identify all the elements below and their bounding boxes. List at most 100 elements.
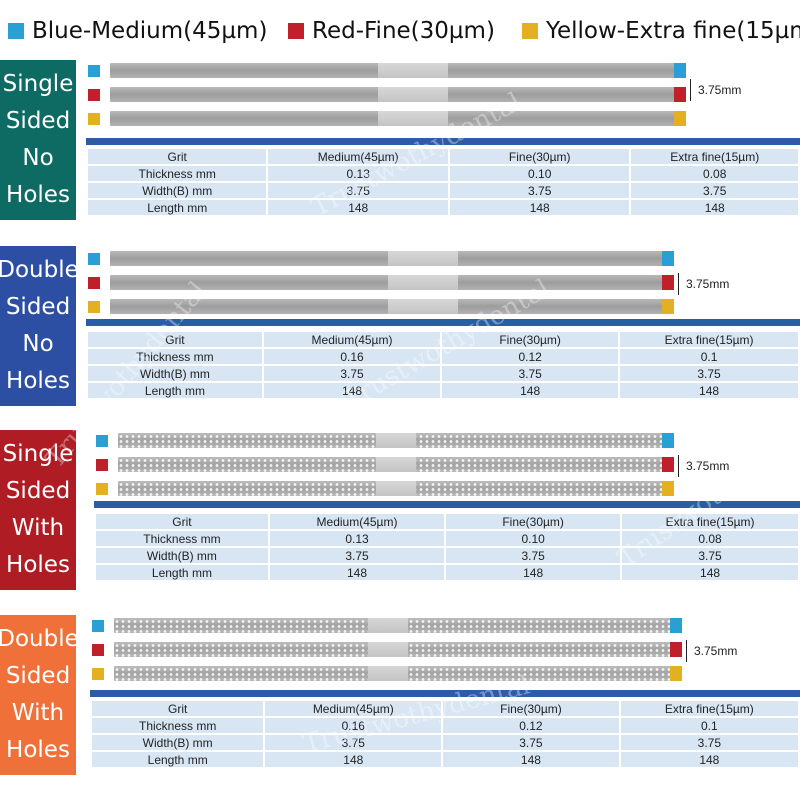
section-label-word: No bbox=[22, 331, 54, 357]
legend-label: Blue-Medium(45µm) bbox=[32, 18, 268, 44]
table-cell: 0.1 bbox=[620, 718, 798, 733]
table-cell: 148 bbox=[620, 383, 798, 398]
table-row: Length mm 148 148 148 bbox=[92, 752, 798, 767]
strip-row bbox=[92, 666, 712, 683]
table-header-cell: Grit bbox=[88, 149, 267, 164]
width-dimension: 3.75mm bbox=[686, 640, 737, 662]
color-legend: Blue-Medium(45µm) Red-Fine(30µm) Yellow-… bbox=[0, 0, 800, 60]
strip-color-tip bbox=[674, 63, 686, 78]
section-label-word: Holes bbox=[6, 368, 70, 394]
strip-row bbox=[88, 111, 716, 128]
strip-row bbox=[96, 481, 704, 498]
section-label-word: Double bbox=[0, 626, 79, 652]
section-label-word: With bbox=[11, 700, 65, 726]
table-cell: 0.12 bbox=[443, 718, 619, 733]
table-header-cell: Grit bbox=[88, 332, 262, 347]
table-cell: 3.75 bbox=[269, 548, 445, 563]
table-cell: 148 bbox=[442, 383, 619, 398]
table-cell: 148 bbox=[446, 565, 621, 580]
red-swatch bbox=[288, 23, 304, 39]
dimension-bracket bbox=[686, 640, 687, 662]
section-label-word: Single bbox=[2, 71, 74, 97]
strip-color-tip bbox=[662, 275, 674, 290]
strip-center-gap bbox=[378, 87, 448, 102]
table-cell: 148 bbox=[263, 383, 441, 398]
section-1: Double Sided No Holes 3.75mm Grit Medium(45µm)… bbox=[0, 246, 800, 406]
section-0: Single Sided No Holes 3.75mm Grit Medium(45µm)… bbox=[0, 60, 800, 220]
strip-row bbox=[96, 457, 704, 474]
strip-color-tip bbox=[670, 642, 682, 657]
dimension-label: 3.75mm bbox=[698, 83, 742, 97]
table-row: Width(B) mm 3.75 3.75 3.75 bbox=[88, 366, 798, 381]
spec-table: Grit Medium(45µm) Fine(30µm) Extra fine(15µ… bbox=[86, 147, 800, 217]
table-cell: 0.16 bbox=[263, 349, 441, 364]
strip-color-tip bbox=[662, 481, 674, 496]
section-label-word: Sided bbox=[5, 663, 71, 689]
strip-center-gap bbox=[378, 63, 448, 78]
strip-center-gap bbox=[368, 666, 408, 681]
table-header-cell: Extra fine(15µm) bbox=[631, 149, 798, 164]
strip-center-gap bbox=[376, 433, 416, 448]
table-row: Length mm 148 148 148 bbox=[88, 383, 798, 398]
legend-item-blue: Blue-Medium(45µm) bbox=[8, 18, 267, 44]
table-row: Width(B) mm 3.75 3.75 3.75 bbox=[96, 548, 798, 563]
row-label-cell: Thickness mm bbox=[96, 531, 268, 546]
table-cell: 0.08 bbox=[631, 166, 798, 181]
table-cell: 148 bbox=[265, 752, 442, 767]
row-label-cell: Length mm bbox=[88, 383, 262, 398]
strip-center-gap bbox=[368, 618, 408, 633]
strip-center-gap bbox=[388, 299, 458, 314]
strip-center-gap bbox=[388, 251, 458, 266]
table-row: Thickness mm 0.13 0.10 0.08 bbox=[88, 166, 798, 181]
strip-row bbox=[92, 618, 712, 635]
strip-color-tip bbox=[670, 666, 682, 681]
color-marker bbox=[88, 277, 100, 289]
strip-row bbox=[88, 87, 716, 104]
strip-center-gap bbox=[368, 642, 408, 657]
color-marker bbox=[88, 89, 100, 101]
section-label-word: Sided bbox=[5, 108, 71, 134]
section-label: Double Sided With Holes bbox=[0, 615, 79, 775]
table-cell: 148 bbox=[443, 752, 619, 767]
table-header-cell: Fine(30µm) bbox=[446, 514, 621, 529]
strip-row bbox=[88, 299, 704, 316]
width-dimension: 3.75mm bbox=[678, 273, 729, 295]
table-row: Length mm 148 148 148 bbox=[88, 200, 798, 215]
section-label-word: Single bbox=[2, 441, 74, 467]
section-divider-band bbox=[90, 690, 800, 697]
section-divider-band bbox=[86, 138, 800, 145]
table-cell: 0.10 bbox=[449, 166, 630, 181]
table-header-row: Grit Medium(45µm) Fine(30µm) Extra fine(15µ… bbox=[92, 701, 798, 716]
color-marker bbox=[88, 253, 100, 265]
strip-center-gap bbox=[378, 111, 448, 126]
row-label-cell: Length mm bbox=[88, 200, 267, 215]
strip-color-tip bbox=[674, 111, 686, 126]
section-label-word: With bbox=[11, 515, 65, 541]
strip-color-tip bbox=[662, 457, 674, 472]
section-label-word: Sided bbox=[5, 478, 71, 504]
width-dimension: 3.75mm bbox=[678, 455, 729, 477]
table-cell: 0.08 bbox=[622, 531, 798, 546]
section-label-word: Double bbox=[0, 257, 79, 283]
section-divider-band bbox=[94, 501, 800, 508]
table-cell: 3.75 bbox=[443, 735, 619, 750]
table-header-cell: Grit bbox=[96, 514, 268, 529]
blue-swatch bbox=[8, 23, 24, 39]
strip-color-tip bbox=[662, 299, 674, 314]
color-marker bbox=[88, 113, 100, 125]
table-header-cell: Grit bbox=[92, 701, 264, 716]
spec-table: Grit Medium(45µm) Fine(30µm) Extra fine(15µ… bbox=[94, 512, 800, 582]
row-label-cell: Width(B) mm bbox=[88, 366, 262, 381]
section-label-word: Holes bbox=[6, 737, 70, 763]
strip-color-tip bbox=[662, 251, 674, 266]
row-label-cell: Width(B) mm bbox=[96, 548, 268, 563]
table-cell: 3.75 bbox=[446, 548, 621, 563]
section-label: Single Sided No Holes bbox=[0, 60, 76, 220]
table-cell: 0.13 bbox=[269, 531, 445, 546]
section-label-word: Holes bbox=[6, 182, 70, 208]
row-label-cell: Width(B) mm bbox=[92, 735, 264, 750]
section-label-word: No bbox=[22, 145, 54, 171]
color-marker bbox=[92, 644, 104, 656]
row-label-cell: Thickness mm bbox=[92, 718, 264, 733]
strip-row bbox=[88, 251, 704, 268]
